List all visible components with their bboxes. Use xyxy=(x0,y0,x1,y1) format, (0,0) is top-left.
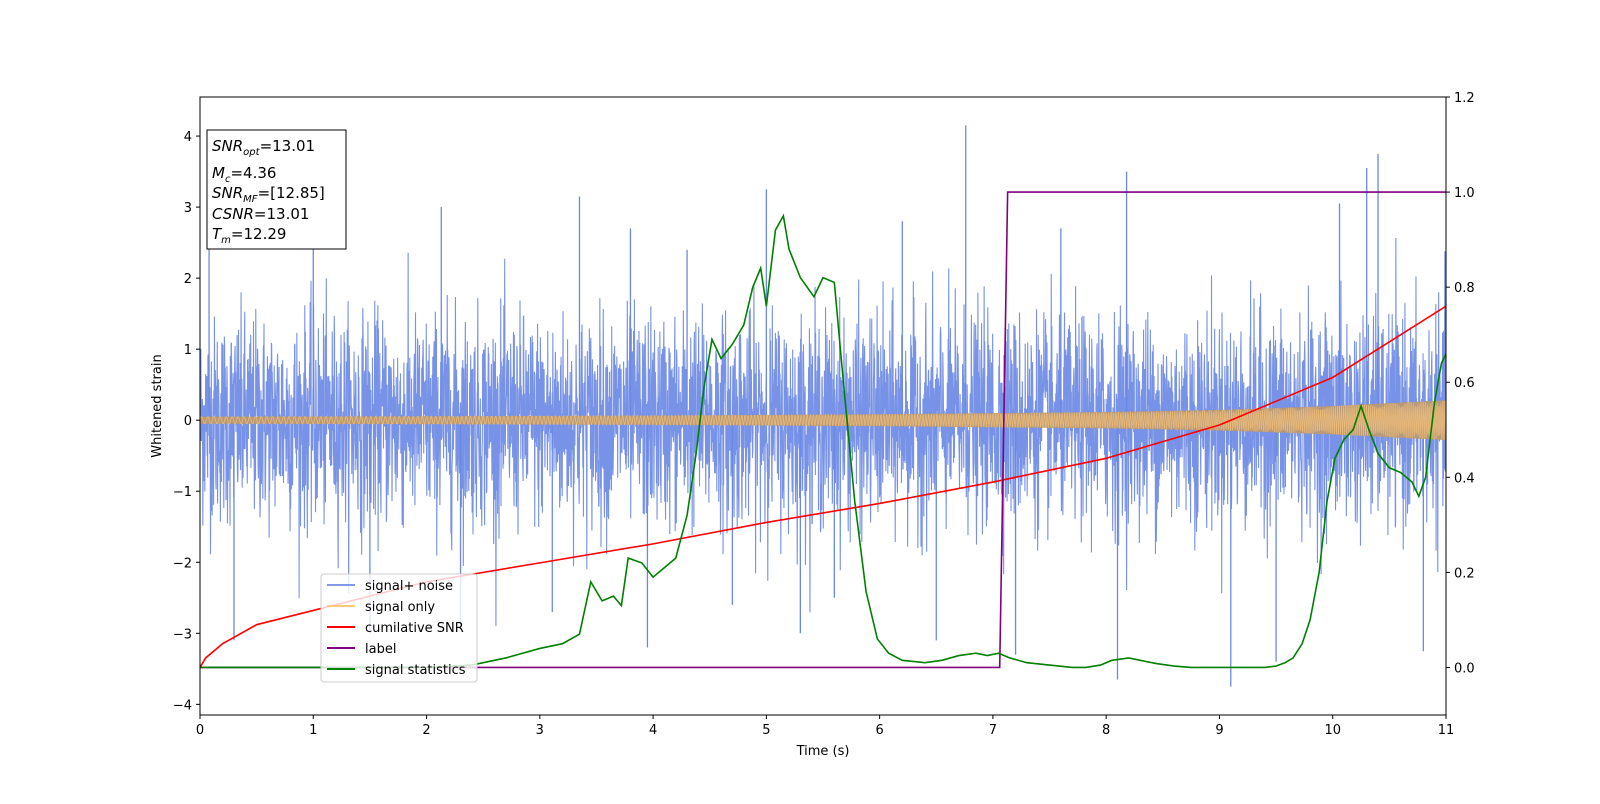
right-y-tick-label: 1.2 xyxy=(1454,91,1475,106)
right-y-tick-label: 0.0 xyxy=(1454,661,1475,676)
x-tick-label: 7 xyxy=(989,723,997,738)
signal-noise-series xyxy=(200,125,1446,687)
x-tick-label: 9 xyxy=(1215,723,1223,738)
left-y-tick-label: 0 xyxy=(184,414,192,429)
left-y-tick-label: 4 xyxy=(184,130,192,145)
left-y-tick-label: 2 xyxy=(184,272,192,287)
right-y-tick-label: 0.2 xyxy=(1454,566,1475,581)
legend-frame xyxy=(320,573,478,683)
info-csnr: CSNR=13.01 xyxy=(212,205,309,223)
legend-label-label: label xyxy=(365,642,396,657)
right-y-tick-label: 0.4 xyxy=(1454,471,1475,486)
right-y-tick-label: 0.8 xyxy=(1454,281,1475,296)
left-y-tick-label: −3 xyxy=(173,627,192,642)
left-y-tick-label: 1 xyxy=(184,343,192,358)
x-tick-label: 4 xyxy=(649,723,657,738)
x-axis-ticks: 0 1 2 3 4 5 6 7 8 9 10 11 xyxy=(196,715,1454,738)
right-y-axis-ticks: 1.2 1.0 0.8 0.6 0.4 0.2 0.0 xyxy=(1446,91,1475,676)
cumilative-snr-line xyxy=(200,305,1446,668)
label-line xyxy=(200,191,1446,669)
x-tick-label: 5 xyxy=(762,723,770,738)
left-y-tick-label: −4 xyxy=(173,698,192,713)
x-tick-label: 3 xyxy=(536,723,544,738)
left-y-axis-ticks: 4 3 2 1 0 −1 −2 −3 −4 xyxy=(173,130,200,713)
info-box: SNRopt=13.01 Mc=4.36 SNRMF=[12.85] CSNR=… xyxy=(206,129,347,250)
right-y-tick-label: 1.0 xyxy=(1454,186,1475,201)
signal-statistics-line xyxy=(200,213,1446,669)
right-axis-series xyxy=(200,191,1446,669)
x-tick-label: 8 xyxy=(1102,723,1110,738)
legend-label-signal-only: signal only xyxy=(365,600,435,615)
signal-only-line xyxy=(200,400,1446,440)
right-y-tick-label: 0.6 xyxy=(1454,376,1475,391)
x-tick-label: 10 xyxy=(1324,723,1341,738)
y-axis-label: Whitened strain xyxy=(150,354,165,457)
info-snr-opt: SNRopt=13.01 xyxy=(212,137,315,158)
plot-frame xyxy=(199,96,1447,716)
x-tick-label: 2 xyxy=(422,723,430,738)
legend: signal+ noise signal only cumilative SNR… xyxy=(320,573,478,683)
x-axis-label: Time (s) xyxy=(796,744,850,759)
legend-label-signal-noise: signal+ noise xyxy=(365,579,453,594)
x-tick-label: 11 xyxy=(1438,723,1455,738)
left-y-tick-label: 3 xyxy=(184,201,192,216)
left-y-tick-label: −1 xyxy=(173,485,192,500)
legend-label-cumulative-snr: cumilative SNR xyxy=(365,621,464,636)
info-mc: Mc=4.36 xyxy=(212,164,276,185)
x-tick-label: 0 xyxy=(196,723,204,738)
x-tick-label: 6 xyxy=(875,723,883,738)
info-snr-mf: SNRMF=[12.85] xyxy=(212,184,325,205)
info-tm: Tm=12.29 xyxy=(212,225,286,246)
info-box-frame xyxy=(206,129,347,250)
signal-only-series xyxy=(200,400,1446,441)
left-y-tick-label: −2 xyxy=(173,556,192,571)
x-tick-label: 1 xyxy=(309,723,317,738)
legend-label-signal-statistics: signal statistics xyxy=(365,663,466,678)
